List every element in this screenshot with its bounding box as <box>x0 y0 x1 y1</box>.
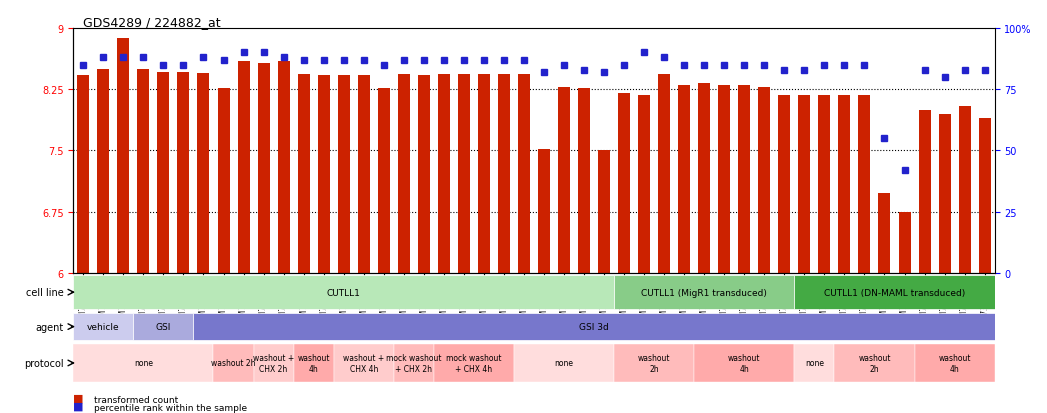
Bar <box>418 75 430 273</box>
Bar <box>914 344 995 382</box>
Text: mock washout
+ CHX 4h: mock washout + CHX 4h <box>446 354 502 373</box>
Text: washout
4h: washout 4h <box>938 354 971 373</box>
Bar <box>738 86 751 273</box>
Bar <box>338 75 350 273</box>
Bar <box>678 86 690 273</box>
Bar <box>214 344 253 382</box>
Bar <box>177 73 190 273</box>
Bar <box>598 151 610 273</box>
Bar <box>253 344 293 382</box>
Bar <box>694 344 795 382</box>
Bar <box>77 75 89 273</box>
Bar <box>898 212 911 273</box>
Bar <box>73 313 133 341</box>
Bar <box>293 344 334 382</box>
Bar <box>317 75 330 273</box>
Bar <box>938 114 951 273</box>
Bar <box>839 96 850 273</box>
Text: GSI 3d: GSI 3d <box>579 322 609 331</box>
Bar <box>558 88 570 273</box>
Bar <box>615 275 795 310</box>
Bar <box>718 86 730 273</box>
Bar <box>218 89 229 273</box>
Text: protocol: protocol <box>24 358 64 368</box>
Text: washout
2h: washout 2h <box>638 354 670 373</box>
Bar <box>194 313 995 341</box>
Text: CUTLL1: CUTLL1 <box>327 288 360 297</box>
Bar <box>758 88 771 273</box>
Bar <box>638 96 650 273</box>
Bar <box>378 89 389 273</box>
Bar <box>358 75 370 273</box>
Text: vehicle: vehicle <box>87 322 119 331</box>
Text: washout
4h: washout 4h <box>728 354 760 373</box>
Bar <box>73 275 615 310</box>
Bar <box>578 89 591 273</box>
Bar <box>297 74 310 273</box>
Bar <box>198 74 209 273</box>
Bar <box>959 106 971 273</box>
Text: percentile rank within the sample: percentile rank within the sample <box>94 403 247 412</box>
Bar <box>618 94 630 273</box>
Text: cell line: cell line <box>26 287 64 297</box>
Bar <box>157 73 170 273</box>
Bar <box>277 62 290 273</box>
Bar <box>698 83 710 273</box>
Text: none: none <box>134 358 153 368</box>
Bar <box>398 74 409 273</box>
Bar <box>799 96 810 273</box>
Bar <box>433 344 514 382</box>
Bar <box>258 64 269 273</box>
Bar <box>438 74 450 273</box>
Text: none: none <box>555 358 574 368</box>
Bar <box>477 74 490 273</box>
Bar <box>878 193 891 273</box>
Bar <box>859 96 870 273</box>
Text: washout +
CHX 4h: washout + CHX 4h <box>343 354 384 373</box>
Bar <box>834 344 914 382</box>
Bar <box>615 344 694 382</box>
Bar <box>518 74 530 273</box>
Text: mock washout
+ CHX 2h: mock washout + CHX 2h <box>386 354 442 373</box>
Bar <box>659 74 670 273</box>
Text: transformed count: transformed count <box>94 395 178 404</box>
Bar <box>498 74 510 273</box>
Text: GSI: GSI <box>156 322 171 331</box>
Bar <box>137 70 150 273</box>
Bar <box>238 62 249 273</box>
Bar <box>979 119 990 273</box>
Text: CUTLL1 (MigR1 transduced): CUTLL1 (MigR1 transduced) <box>641 288 767 297</box>
Bar <box>97 70 109 273</box>
Bar <box>117 39 130 273</box>
Text: CUTLL1 (DN-MAML transduced): CUTLL1 (DN-MAML transduced) <box>824 288 965 297</box>
Bar <box>795 344 834 382</box>
Bar <box>778 96 790 273</box>
Bar <box>334 344 394 382</box>
Text: washout 2h: washout 2h <box>211 358 255 368</box>
Text: ■: ■ <box>73 393 84 403</box>
Bar <box>538 150 550 273</box>
Text: agent: agent <box>36 322 64 332</box>
Text: washout +
CHX 2h: washout + CHX 2h <box>253 354 294 373</box>
Bar <box>514 344 615 382</box>
Bar <box>394 344 433 382</box>
Bar <box>133 313 194 341</box>
Text: washout
4h: washout 4h <box>297 354 330 373</box>
Text: washout
2h: washout 2h <box>859 354 891 373</box>
Text: ■: ■ <box>73 401 84 411</box>
Bar <box>918 110 931 273</box>
Text: none: none <box>805 358 824 368</box>
Bar <box>819 96 830 273</box>
Bar <box>73 344 214 382</box>
Text: GDS4289 / 224882_at: GDS4289 / 224882_at <box>83 16 220 29</box>
Bar <box>458 74 470 273</box>
Bar <box>795 275 995 310</box>
